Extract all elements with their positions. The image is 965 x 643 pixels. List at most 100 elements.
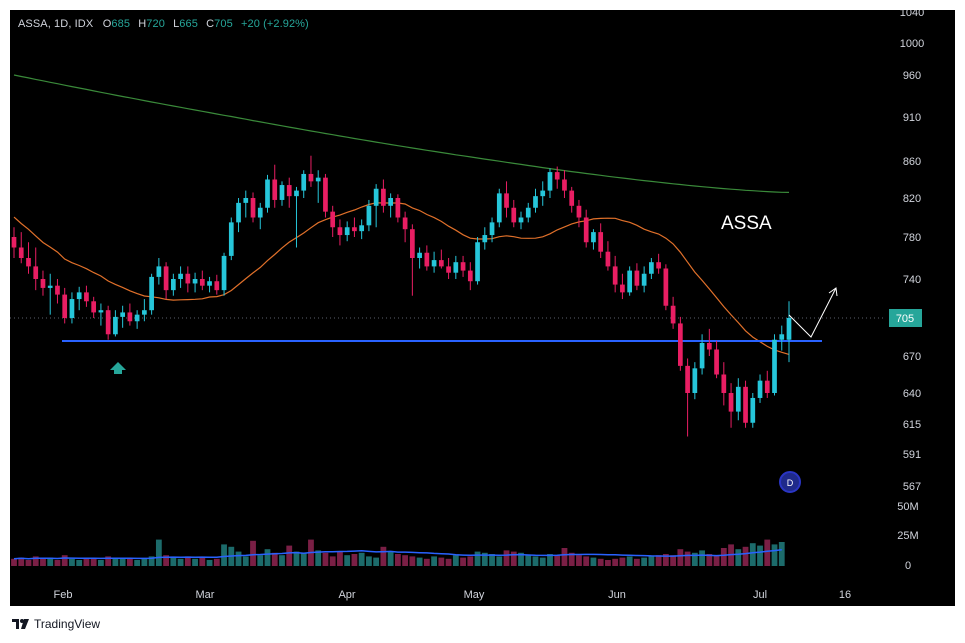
volume-bar	[547, 554, 553, 566]
candle-body	[142, 310, 147, 315]
candle-body	[62, 294, 68, 318]
price-chart[interactable]: 1040 1000 960 910 860 820 780 740 670 640 615 591 56…	[10, 10, 955, 606]
chart-panel[interactable]: 1040 1000 960 910 860 820 780 740 670 640 615 591 56…	[10, 10, 955, 606]
candle	[569, 186, 575, 213]
brand-name: TradingView	[34, 617, 101, 631]
volume-bar	[235, 551, 242, 566]
dividend-marker-icon[interactable]	[779, 471, 801, 493]
candle-body	[402, 217, 408, 230]
candle	[366, 199, 372, 232]
volume-bar	[532, 556, 539, 566]
price-axis-label: 1000	[900, 38, 924, 50]
tradingview-logo-icon	[12, 619, 29, 629]
candle-body	[446, 266, 451, 273]
volume-bar	[474, 551, 481, 566]
time-axis: Feb Mar Apr May Jun Jul 16	[54, 589, 852, 601]
candle	[47, 273, 53, 315]
candle-body	[192, 279, 198, 284]
volume-bar	[11, 558, 17, 566]
candle-body	[163, 266, 169, 291]
price-axis-label: 567	[903, 481, 921, 493]
volume-bar	[69, 558, 75, 566]
candle	[424, 245, 430, 271]
candle-body	[388, 198, 393, 206]
candle-body	[764, 380, 770, 393]
candle-body	[149, 276, 154, 311]
volume-bar	[757, 545, 763, 566]
volume-bar	[677, 549, 684, 566]
volume-bar	[605, 560, 611, 566]
candle-body	[207, 281, 212, 286]
price-axis-label: 820	[903, 193, 921, 205]
candle-body	[706, 342, 712, 350]
ma-short-line	[13, 202, 790, 355]
volume-bar	[554, 555, 561, 566]
tradingview-footer[interactable]: TradingView	[12, 617, 100, 631]
volume-bar	[720, 548, 727, 566]
candle-body	[475, 242, 480, 282]
candle-body	[518, 217, 524, 223]
volume-bar	[351, 554, 358, 566]
volume-bar	[47, 557, 54, 566]
candle	[33, 247, 39, 291]
candle-body	[417, 252, 422, 258]
last-price-tag	[889, 309, 922, 327]
candle	[40, 270, 46, 296]
candle-body	[214, 281, 220, 291]
candle	[113, 310, 118, 337]
candle-body	[779, 334, 785, 340]
candle	[663, 264, 669, 311]
candle	[120, 305, 125, 328]
volume-bar	[655, 555, 662, 566]
candle	[395, 194, 401, 223]
candle-body	[678, 323, 683, 366]
volume-bar	[525, 555, 532, 566]
price-axis-label: 960	[903, 70, 921, 82]
candle-body	[228, 222, 234, 256]
volume-bar	[634, 558, 640, 566]
volume-bar	[583, 556, 590, 566]
volume-bar	[155, 539, 162, 566]
candle	[649, 258, 654, 279]
candle	[554, 166, 560, 189]
candle	[612, 255, 618, 293]
candle	[199, 270, 205, 291]
volume-bar	[293, 551, 300, 566]
candle	[344, 221, 350, 242]
candle	[489, 217, 495, 243]
candle	[547, 168, 553, 198]
price-axis-label: 1040	[900, 10, 924, 19]
candle-body	[221, 255, 227, 291]
candle	[402, 211, 408, 243]
candle-body	[591, 232, 596, 243]
candle-body	[178, 273, 183, 279]
volume-bar	[648, 556, 655, 566]
candle-body	[308, 173, 314, 182]
candle	[55, 279, 60, 304]
candle-body	[265, 179, 270, 208]
candle	[721, 362, 727, 406]
candle	[779, 325, 785, 351]
low-label: L	[173, 18, 180, 30]
volume-bar	[445, 558, 452, 566]
volume-bar	[300, 552, 307, 566]
volume-bar	[568, 552, 575, 566]
volume-bar	[699, 550, 705, 566]
volume-bar	[286, 545, 293, 566]
candle	[250, 192, 256, 223]
volume-bar	[32, 556, 39, 566]
volume-ma-line	[13, 548, 782, 560]
low-value: 665	[179, 18, 198, 30]
volume-bar	[423, 558, 430, 566]
candle	[431, 251, 437, 273]
time-axis-label: Feb	[54, 589, 73, 601]
volume-bar	[213, 558, 220, 566]
candle	[185, 266, 191, 293]
close-value: 705	[214, 18, 233, 30]
candle	[511, 199, 517, 228]
candle	[692, 362, 698, 400]
candle-body	[525, 207, 531, 218]
volume-bar	[141, 558, 148, 566]
volume-bar	[264, 549, 271, 566]
volume-axis-label: 0	[905, 560, 911, 572]
